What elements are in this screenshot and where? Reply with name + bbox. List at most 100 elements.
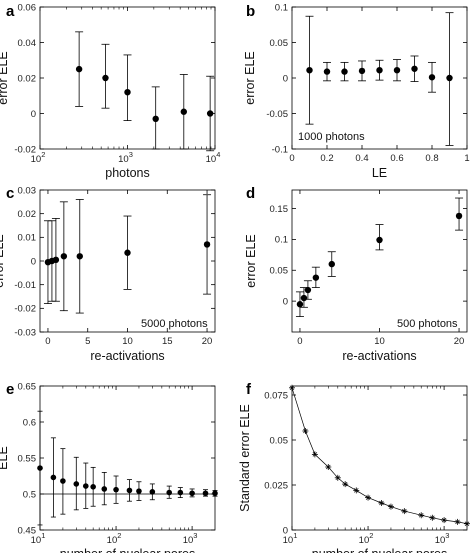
data-point (75, 65, 83, 73)
data-point-marker (334, 474, 341, 481)
data-point (180, 108, 188, 115)
series-line (291, 387, 468, 525)
data-point (428, 74, 436, 81)
data-point-marker (401, 508, 408, 515)
axes-frame (291, 189, 468, 333)
data-point (393, 66, 401, 74)
panel-letter: d (246, 185, 255, 202)
x-tick-label: 10 (374, 336, 385, 347)
y-tick-label: 0.5 (23, 489, 36, 500)
data-point (202, 490, 209, 497)
y-axis-label: error ELE (243, 51, 257, 105)
x-tick-label: 103 (435, 531, 450, 546)
y-tick-label: -0.05 (266, 109, 288, 120)
data-point-marker (418, 512, 425, 519)
data-point (328, 260, 335, 268)
data-point (446, 74, 453, 82)
data-point-marker (289, 384, 295, 391)
data-point (37, 465, 43, 471)
x-tick-label: 20 (202, 336, 213, 347)
x-tick-label: 15 (162, 336, 173, 347)
panel-b: b -0.1 -0.05 0 0.05 0.1 0 0.2 0.4 0.6 0.8 1 LE error … (243, 2, 470, 180)
x-tick-label: 0.4 (355, 153, 368, 164)
y-tick-label: 0.025 (264, 480, 288, 491)
y-tick-label: 0 (31, 109, 36, 120)
y-tick-label: -0.02 (14, 304, 36, 315)
annotation: 1000 photons (298, 131, 365, 143)
data-point (149, 489, 156, 495)
y-tick-label: 0.02 (18, 73, 37, 84)
y-tick-label: -0.02 (14, 144, 36, 155)
y-tick-label: 0.05 (270, 38, 289, 49)
data-point (50, 474, 57, 481)
data-point (206, 110, 214, 117)
y-tick-label: 0.1 (275, 2, 288, 13)
y-tick-label: 0 (31, 256, 36, 267)
y-tick-label: 0.6 (23, 417, 36, 428)
data-point (296, 301, 304, 308)
x-tick-label: 101 (283, 531, 298, 546)
data-point (455, 212, 463, 220)
x-tick-label: 0.6 (390, 153, 403, 164)
x-tick-label: 5 (85, 336, 90, 347)
data-point (300, 294, 308, 302)
x-tick-label: 0.2 (320, 153, 333, 164)
data-point (60, 478, 66, 484)
data-point (304, 286, 312, 294)
y-axis-label: ELE (0, 446, 10, 470)
y-tick-label: 0 (283, 73, 288, 84)
data-point (341, 68, 348, 75)
x-axis-label: number of nuclear pores (60, 547, 196, 553)
x-axis-label: number of nuclear pores (312, 547, 448, 553)
data-point-marker (441, 517, 448, 524)
y-tick-label: 0.075 (264, 390, 288, 401)
x-tick-label: 10 (122, 336, 133, 347)
data-point-marker (454, 518, 461, 525)
data-point-marker (325, 464, 332, 470)
x-axis-label: photons (105, 166, 149, 180)
data-point (312, 274, 320, 281)
data-point-marker (311, 451, 318, 458)
data-point-marker (378, 500, 385, 506)
data-point (166, 489, 173, 496)
data-point (76, 253, 83, 260)
x-tick-label: 1 (464, 153, 469, 164)
y-tick-label: 0.04 (18, 38, 37, 49)
y-tick-label: 0.01 (18, 233, 37, 244)
x-tick-label: 103 (118, 150, 133, 165)
data-point (189, 490, 195, 497)
x-tick-label: 102 (359, 531, 374, 546)
y-tick-label: 0.05 (270, 266, 289, 277)
data-point (82, 483, 89, 489)
y-tick-label: 0.55 (18, 453, 37, 464)
x-tick-label: 0 (45, 336, 50, 347)
y-tick-label: -0.01 (14, 280, 36, 291)
data-point-marker (387, 503, 394, 510)
x-tick-label: 102 (107, 531, 122, 546)
y-axis-label: Standard error ELE (238, 404, 252, 512)
data-point (124, 89, 131, 96)
panel-letter: a (6, 3, 15, 20)
data-point-marker (342, 481, 349, 488)
x-axis-label: LE (372, 166, 387, 180)
data-point-marker (302, 428, 309, 434)
data-point (113, 486, 119, 493)
x-tick-label: 104 (206, 150, 221, 165)
panel-e: e 0.45 0.5 0.55 0.6 0.65 101 102 103number of nu… (0, 381, 218, 553)
data-point (52, 256, 60, 264)
y-tick-label: 0.1 (275, 235, 288, 246)
error-bar (123, 54, 132, 121)
y-axis-label: error ELE (0, 234, 6, 288)
data-point (177, 489, 184, 496)
y-tick-label: 0 (283, 296, 288, 307)
x-axis-label: re-activations (90, 349, 164, 363)
data-point (73, 481, 80, 487)
x-axis-label: re-activations (342, 349, 416, 363)
axes-frame (291, 385, 468, 531)
annotation: 5000 photons (141, 318, 208, 330)
axes-frame (39, 385, 216, 531)
x-tick-label: 20 (454, 336, 465, 347)
data-point-marker (365, 494, 372, 501)
data-point (90, 484, 96, 490)
y-axis-label: error ELE (244, 234, 258, 288)
